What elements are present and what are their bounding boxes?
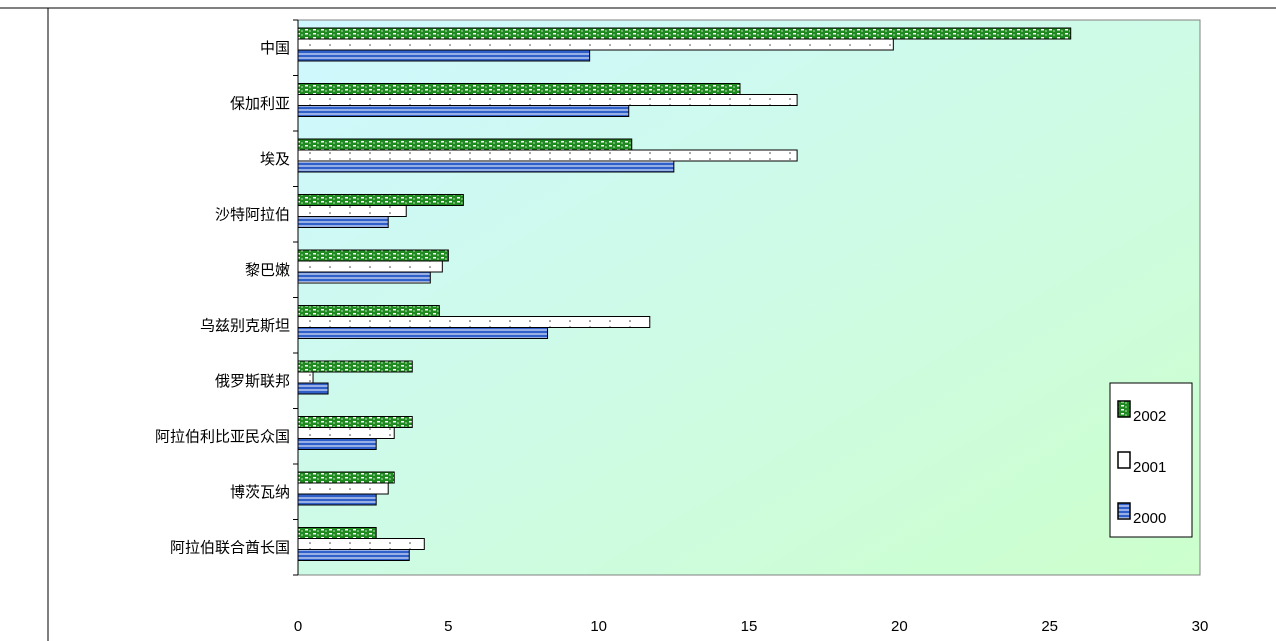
bar-2002-9 (297, 527, 377, 539)
category-label: 阿拉伯联合酋长国 (170, 538, 290, 556)
bar-2001-8 (297, 482, 389, 495)
bar-2001-6 (297, 371, 314, 384)
bar-2000-6 (297, 382, 329, 395)
category-label: 黎巴嫩 (245, 261, 290, 279)
bar-2002-6 (297, 360, 413, 373)
bar-2001-7 (297, 427, 395, 439)
x-tick-label: 0 (294, 618, 302, 635)
category-label: 中国 (260, 39, 290, 57)
bar-2001-9 (297, 538, 425, 550)
x-tick-label: 15 (741, 618, 758, 635)
bar-2001-2 (297, 149, 798, 162)
x-tick-label: 10 (590, 618, 607, 635)
bar-2002-8 (297, 471, 395, 484)
axis-layer (293, 19, 299, 576)
bar-2002-7 (297, 416, 413, 428)
bar-2002-1 (297, 83, 741, 95)
x-tick-label: 30 (1192, 618, 1209, 635)
x-tick-label: 5 (444, 618, 452, 635)
bar-2000-5 (297, 327, 549, 339)
legend-swatch-2000 (1117, 502, 1131, 520)
legend-label-2001: 2001 (1133, 459, 1166, 476)
bar-2002-3 (297, 194, 464, 206)
category-label: 保加利亚 (230, 94, 290, 112)
tick-labels: 0 5 10 15 20 25 30 (294, 618, 1209, 635)
legend-label-2000: 2000 (1133, 510, 1166, 527)
category-label: 俄罗斯联邦 (215, 372, 290, 390)
bar-2000-9 (297, 549, 410, 561)
legend-label-2002: 2002 (1133, 408, 1166, 425)
category-label: 博茨瓦纳 (230, 483, 290, 501)
bar-2002-0 (297, 27, 1072, 40)
bar-2000-1 (297, 105, 630, 117)
bar-2000-4 (297, 271, 431, 284)
legend-swatch-2002 (1117, 400, 1131, 418)
bar-2001-1 (297, 94, 798, 106)
bar-2000-0 (297, 49, 591, 62)
legend-swatch-2001 (1117, 451, 1131, 469)
bar-2000-8 (297, 493, 377, 506)
bar-2002-2 (297, 138, 633, 151)
bar-2000-7 (297, 438, 377, 450)
bars-layer (297, 27, 1072, 561)
category-labels: 中国保加利亚埃及沙特阿拉伯黎巴嫩乌兹别克斯坦俄罗斯联邦阿拉伯利比亚民众国博茨瓦纳… (155, 39, 290, 557)
bar-2001-0 (297, 38, 894, 51)
x-tick-label: 25 (1041, 618, 1058, 635)
bar-2001-3 (297, 205, 407, 217)
bar-2001-5 (297, 316, 651, 328)
legend: 2002 2001 2000 (1109, 382, 1193, 538)
bar-2000-2 (297, 160, 675, 173)
x-tick-label: 20 (891, 618, 908, 635)
category-label: 乌兹别克斯坦 (200, 316, 290, 334)
bar-2001-4 (297, 260, 443, 273)
category-label: 沙特阿拉伯 (215, 205, 290, 223)
category-label: 阿拉伯利比亚民众国 (155, 427, 290, 445)
category-label: 埃及 (260, 150, 290, 168)
bar-2002-5 (297, 305, 440, 317)
bar-2000-3 (297, 216, 389, 228)
bar-2002-4 (297, 249, 449, 262)
